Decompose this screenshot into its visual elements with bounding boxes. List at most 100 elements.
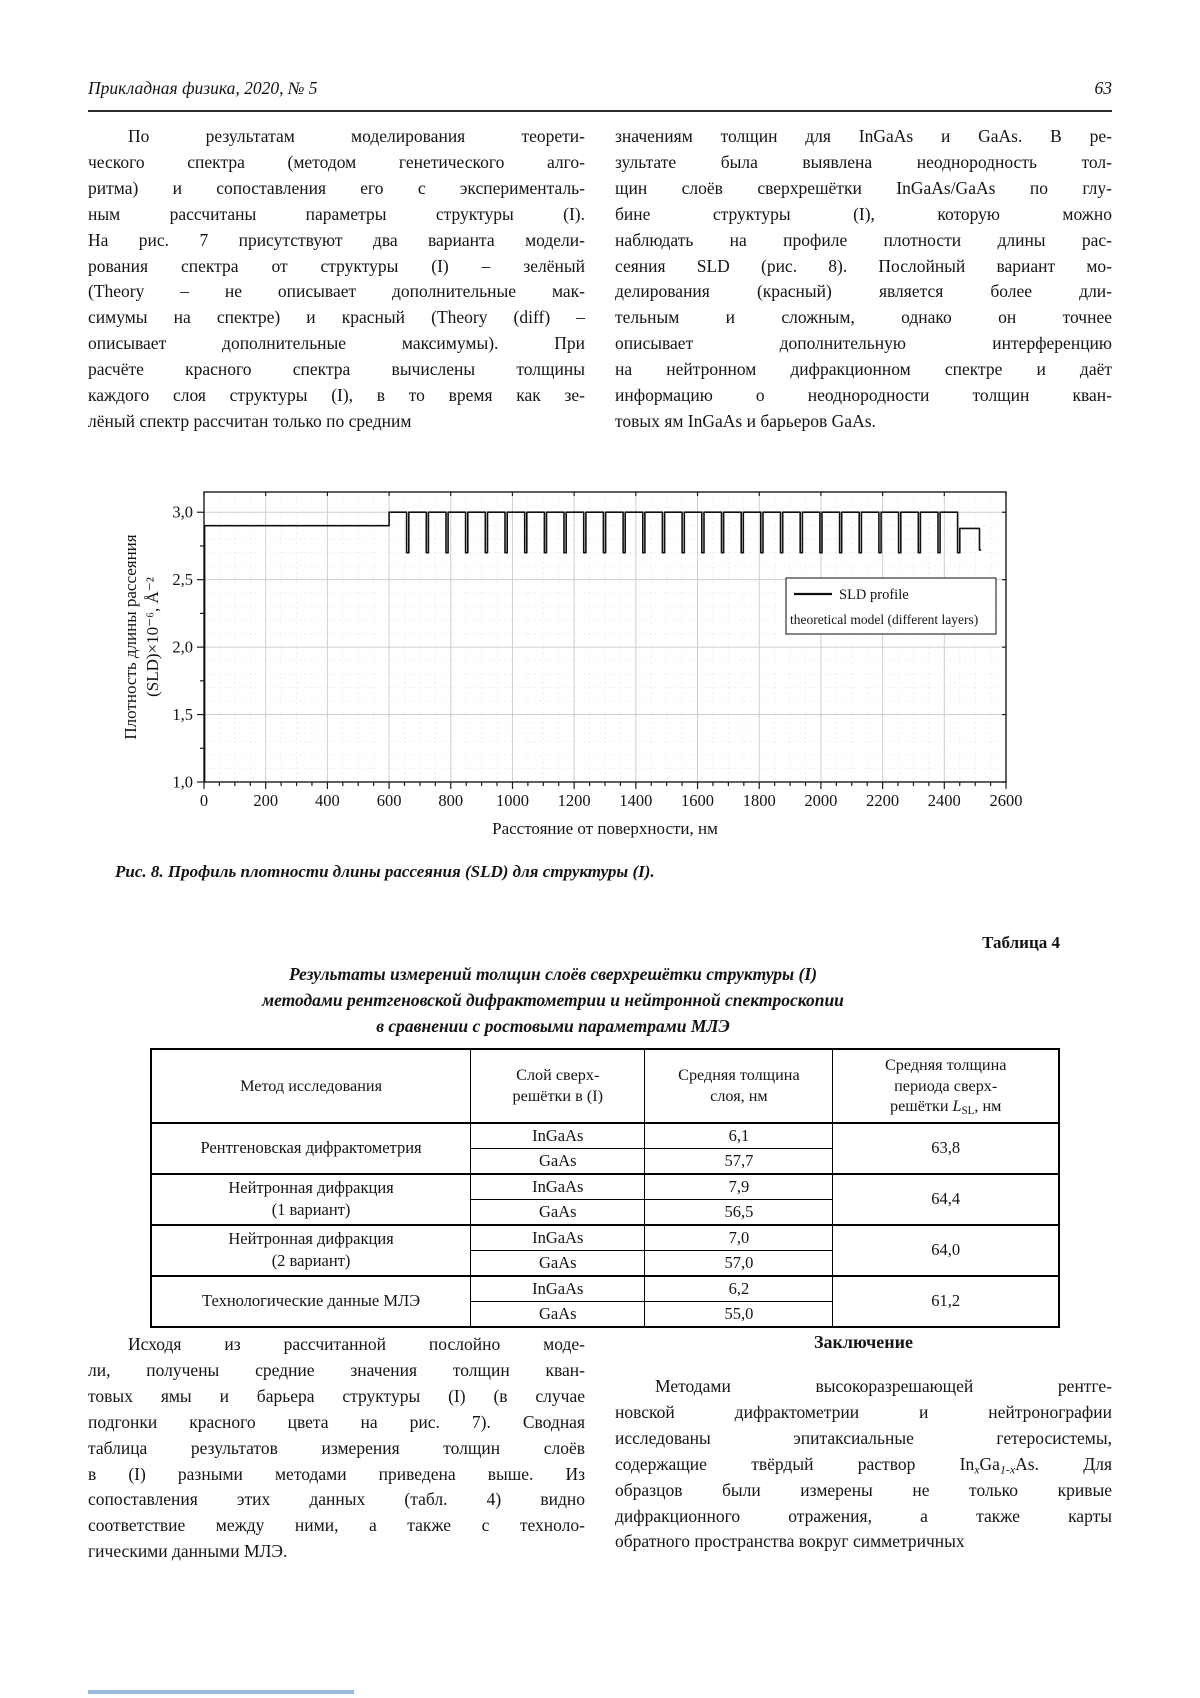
text-line: рования спектра от структуры (I) – зелён… [88, 255, 585, 276]
table-row: GaAs 56,5 [151, 1199, 1059, 1225]
svg-text:800: 800 [438, 791, 463, 810]
text-line: информацию о неоднородности толщин кван- [615, 385, 1112, 406]
journal-title: Прикладная физика, 2020, № 5 [88, 78, 318, 98]
top-left-paragraph: По результатам моделирования теорети-чес… [88, 124, 585, 435]
top-text-columns: По результатам моделирования теорети-чес… [88, 124, 1112, 435]
table-label: Таблица 4 [982, 933, 1060, 952]
svg-text:1600: 1600 [681, 791, 714, 810]
y-axis-title: (SLD)×10⁻⁶, Å⁻² [143, 577, 162, 697]
table-row: Технологические данные МЛЭ InGaAs 6,2 61… [150, 1274, 1060, 1327]
table-title-line: Результаты измерений толщин слоёв сверхр… [288, 964, 818, 984]
legend: SLD profile theoretical model (different … [785, 577, 997, 635]
conclusion-heading: Заключение [814, 1332, 913, 1352]
svg-text:1400: 1400 [619, 791, 652, 810]
table-row: Нейтронная дифракция (2 вариант) InGaAs 7… [150, 1223, 1060, 1276]
text-line: (Theory – не описывает дополнительные ма… [88, 281, 585, 302]
text-line: ли, получены средние значения толщин ква… [88, 1359, 585, 1380]
page-header: Прикладная физика, 2020, № 5 63 [88, 78, 1112, 99]
thickness-cell: 7,9 [644, 1172, 834, 1200]
thickness-cell: 57,7 [644, 1148, 834, 1174]
figure-8: 0 200 400 600 800 1000 1200 1400 1600 1800 2000 220… [118, 452, 1058, 855]
conclusion-paragraph: Методами высокоразрешающей рентге-новско… [615, 1374, 1112, 1555]
bottom-right-column: Заключение Методами высокоразрешающей ре… [615, 1332, 1112, 1565]
text-line: (1 вариант) [271, 1200, 351, 1219]
text-line: (2 вариант) [271, 1251, 351, 1270]
table-row: GaAs 57,0 [151, 1250, 1059, 1276]
y-axis-title: Плотность длины рассеяния [121, 534, 140, 739]
text-line: делирования (красный) является более дли… [615, 281, 1112, 302]
text-line: расчёте красного спектра вычислены толщи… [88, 359, 585, 380]
svg-text:3,0: 3,0 [172, 503, 193, 522]
bottom-left-paragraph: Исходя из рассчитанной послойно моде-ли,… [88, 1332, 585, 1565]
text-line: Исходя из рассчитанной послойно моде- [128, 1334, 585, 1354]
layer-cell: InGaAs [470, 1172, 646, 1200]
svg-text:2400: 2400 [928, 791, 961, 810]
axis-ticks [197, 492, 1007, 789]
results-table: Метод исследования Слой сверх-решётки в … [150, 1048, 1060, 1328]
layer-cell: GaAs [470, 1199, 646, 1225]
text-line: описывает дополнительные максимумы). При [88, 333, 585, 354]
text-line: таблица результатов измерения толщин сло… [88, 1437, 585, 1458]
sld-curve [203, 511, 982, 782]
period-cell: 64,0 [832, 1223, 1060, 1276]
x-tick-labels: 0 200 400 600 800 1000 1200 1400 1600 1800 2000 220… [200, 791, 1023, 810]
svg-text:2,5: 2,5 [172, 570, 193, 589]
method-cell: Нейтронная дифракция (1 вариант) [150, 1172, 472, 1225]
svg-text:1000: 1000 [496, 791, 529, 810]
text-line: каждого слоя структуры (I), в то время к… [88, 385, 585, 406]
layer-cell: InGaAs [470, 1274, 646, 1302]
svg-text:600: 600 [377, 791, 402, 810]
text-line: Технологические данные МЛЭ [202, 1291, 421, 1310]
layer-cell: InGaAs [470, 1223, 646, 1251]
text-line: бине структуры (I), которую можно [615, 203, 1112, 224]
text-line: товых ям InGaAs и барьеров GaAs. [615, 410, 876, 431]
text-line: исследованы эпитаксиальные гетеросистемы… [615, 1427, 1112, 1448]
text-line: образцов были измерены не только кривые [615, 1479, 1112, 1500]
legend-label-1: SLD profile [839, 587, 909, 603]
table-row: GaAs 55,0 [151, 1301, 1059, 1327]
thickness-cell: 55,0 [644, 1301, 834, 1327]
svg-text:1,5: 1,5 [172, 705, 193, 724]
period-cell: 63,8 [832, 1121, 1060, 1174]
text-line: Нейтронная дифракция [228, 1229, 394, 1248]
table-title-line: методами рентгеновской дифрактометрии и … [262, 989, 844, 1010]
text-line: ритма) и сопоставления его с эксперимент… [88, 177, 585, 198]
text-line: обратного пространства вокруг симметричн… [615, 1531, 965, 1552]
bottom-text-columns: Исходя из рассчитанной послойно моде-ли,… [88, 1332, 1112, 1565]
sld-profile-plot: 0 200 400 600 800 1000 1200 1400 1600 1800 2000 220… [121, 491, 1023, 838]
svg-text:0: 0 [200, 791, 208, 810]
thickness-cell: 6,2 [644, 1274, 834, 1302]
text-line: ным рассчитаны параметры структуры (I). [88, 203, 585, 224]
period-cell: 64,4 [832, 1172, 1060, 1225]
text-line: Рентгеновская дифрактометрия [200, 1138, 422, 1157]
sld-chart: 0 200 400 600 800 1000 1200 1400 1600 1800 2000 220… [118, 452, 1058, 855]
table-header-row: Метод исследования Слой сверх-решётки в … [150, 1049, 1060, 1124]
top-right-paragraph: значениям толщин для InGaAs и GaAs. В ре… [615, 124, 1112, 435]
x-axis-title: Расстояние от поверхности, нм [492, 819, 718, 838]
figure-caption: Рис. 8. Профиль плотности длины рассеяни… [115, 862, 655, 881]
layer-cell: GaAs [470, 1250, 646, 1276]
layer-cell: InGaAs [470, 1121, 646, 1149]
legend-box [785, 577, 997, 635]
text-line: зультате была выявлена неоднородность то… [615, 151, 1112, 172]
text-line: описывает дополнительную интерференцию [615, 333, 1112, 354]
thickness-cell: 7,0 [644, 1223, 834, 1251]
svg-text:1800: 1800 [743, 791, 776, 810]
method-cell: Нейтронная дифракция (2 вариант) [150, 1223, 472, 1276]
thickness-cell: 57,0 [644, 1250, 834, 1276]
svg-text:200: 200 [253, 791, 278, 810]
table-row: Нейтронная дифракция (1 вариант) InGaAs 7… [150, 1172, 1060, 1225]
svg-text:1200: 1200 [558, 791, 591, 810]
text-line: На рис. 7 присутствуют два варианта моде… [88, 229, 585, 250]
text-line: лёный спектр рассчитан только по средним [88, 410, 412, 431]
text-line: сопоставления этих данных (табл. 4) видн… [88, 1489, 585, 1510]
text-line: в (I) разными методами приведена выше. И… [88, 1463, 585, 1484]
legend-label-2: theoretical model (different layers) [790, 612, 978, 627]
y-tick-labels: 1,0 1,5 2,0 2,5 3,0 [172, 503, 193, 792]
text-line: на нейтронном дифракционном спектре и да… [615, 359, 1112, 380]
header-layer: Слой сверх-решётки в (I) [470, 1049, 646, 1124]
method-cell: Рентгеновская дифрактометрия [150, 1121, 472, 1174]
thickness-cell: 6,1 [644, 1121, 834, 1149]
text-line: тельным и сложным, однако он точнее [615, 307, 1112, 328]
